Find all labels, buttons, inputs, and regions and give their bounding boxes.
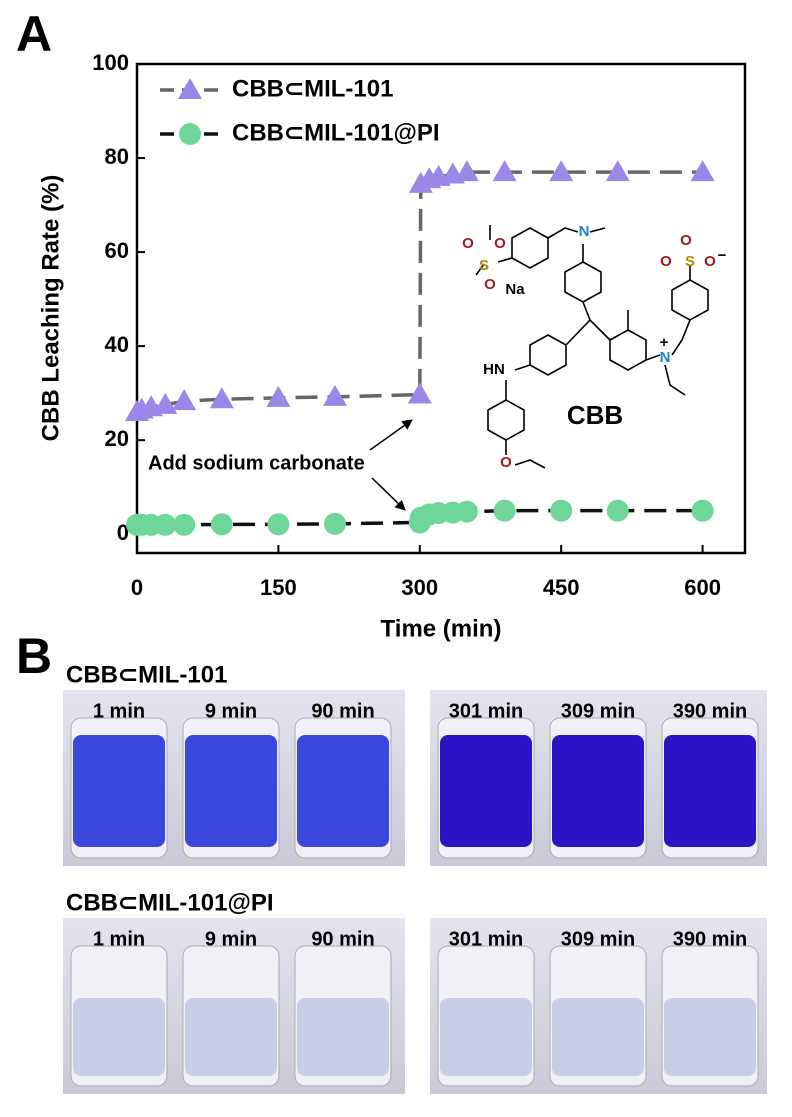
liquid [552, 998, 644, 1076]
legend-marker [179, 123, 201, 145]
atom-label: HN [483, 361, 505, 378]
x-tick-label: 0 [131, 575, 143, 600]
y-tick-label: 100 [92, 50, 129, 75]
time-label: 390 min [673, 700, 747, 722]
time-label: 301 min [449, 928, 523, 950]
marker [209, 387, 234, 409]
liquid [552, 735, 644, 847]
marker [210, 513, 233, 536]
marker [153, 392, 178, 414]
liquid [664, 998, 756, 1076]
marker [454, 160, 479, 182]
atom-label: − [718, 247, 727, 264]
time-label: 301 min [449, 700, 523, 722]
atom-label: N [579, 223, 590, 240]
marker [455, 500, 478, 523]
panel-label: A [16, 6, 52, 62]
marker [493, 499, 516, 522]
atom-label: S [479, 257, 489, 274]
x-tick-label: 450 [543, 575, 580, 600]
y-axis-label: CBB Leaching Rate (%) [37, 175, 64, 442]
marker [322, 384, 347, 406]
legend-marker [178, 78, 202, 99]
x-tick-label: 600 [684, 575, 721, 600]
liquid [185, 998, 277, 1076]
x-axis-label: Time (min) [381, 615, 502, 642]
marker [549, 160, 574, 182]
atom-label: O [494, 235, 506, 252]
y-tick-label: 20 [105, 426, 129, 451]
row-title: CBB⊂MIL-101@PI [66, 889, 274, 916]
time-label: 9 min [205, 928, 257, 950]
atom-label: O [484, 276, 496, 293]
series-line [136, 170, 703, 414]
marker [154, 513, 177, 536]
atom-label: O [680, 232, 692, 249]
liquid [440, 998, 532, 1076]
liquid [185, 735, 277, 847]
marker [690, 160, 715, 182]
panel-label: B [16, 628, 52, 684]
marker [605, 160, 630, 182]
annotation: Add sodium carbonate [148, 452, 365, 474]
time-label: 90 min [311, 928, 374, 950]
liquid [73, 998, 165, 1076]
time-label: 9 min [205, 700, 257, 722]
photos [63, 690, 767, 1094]
liquid [664, 735, 756, 847]
marker [606, 499, 629, 522]
atom-label: + [660, 334, 669, 351]
y-tick-label: 80 [105, 144, 129, 169]
atom-label: O [704, 253, 716, 270]
y-tick-label: 40 [105, 332, 129, 357]
y-tick-label: 0 [117, 520, 129, 545]
liquid [440, 735, 532, 847]
marker [172, 389, 197, 411]
atom-label: O [660, 253, 672, 270]
marker [266, 385, 291, 407]
legend-label: CBB⊂MIL-101@PI [232, 119, 440, 146]
structure-name: CBB [567, 400, 623, 430]
marker [550, 499, 573, 522]
arrow [369, 419, 413, 451]
y-tick-label: 60 [105, 238, 129, 263]
marker [323, 512, 346, 535]
liquid [73, 735, 165, 847]
plot-frame [135, 62, 747, 555]
time-label: 309 min [561, 700, 635, 722]
marker [173, 513, 196, 536]
atom-label: S [685, 253, 695, 270]
row-title: CBB⊂MIL-101 [66, 661, 227, 688]
marker [267, 513, 290, 536]
legend-label: CBB⊂MIL-101 [232, 75, 393, 102]
structure [475, 225, 709, 469]
arrow [371, 477, 406, 511]
time-label: 1 min [93, 700, 145, 722]
time-label: 390 min [673, 928, 747, 950]
marker [691, 499, 714, 522]
time-label: 309 min [561, 928, 635, 950]
x-tick-label: 300 [401, 575, 438, 600]
liquid [297, 998, 389, 1076]
atom-label: Na [505, 281, 525, 298]
time-label: 1 min [93, 928, 145, 950]
marker [492, 160, 517, 182]
atom-label: N [660, 349, 671, 366]
liquid [297, 735, 389, 847]
x-tick-label: 150 [260, 575, 297, 600]
atom-label: O [462, 235, 474, 252]
time-label: 90 min [311, 700, 374, 722]
marker [407, 382, 432, 404]
atom-label: O [500, 454, 512, 471]
